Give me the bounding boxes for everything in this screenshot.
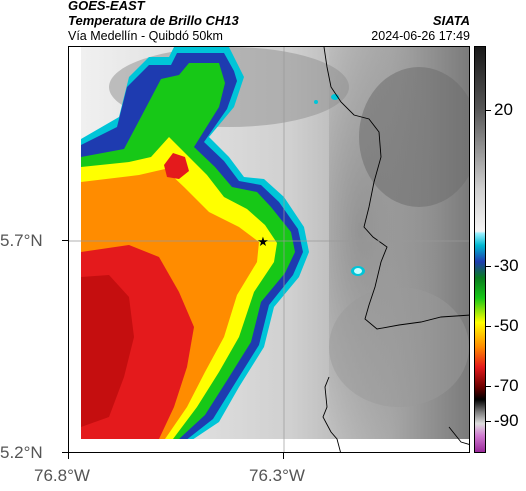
lon-tick-label: 76.3°W xyxy=(249,466,305,485)
colorbar-tick: -90 xyxy=(494,411,519,430)
region-label: Vía Medellín - Quibdó 50km xyxy=(68,29,223,43)
cloud-darkred xyxy=(81,275,134,427)
colorbar xyxy=(474,46,486,453)
agency-label: SIATA xyxy=(432,13,470,28)
colorbar-tick: -50 xyxy=(494,316,519,335)
admin-border-2 xyxy=(322,376,341,452)
lat-tick-label: 5.7°N xyxy=(0,231,43,250)
product-title: Temperatura de Brillo CH13 xyxy=(68,13,239,28)
satellite-map: ★ xyxy=(68,46,470,453)
star-marker: ★ xyxy=(257,234,269,249)
colorbar-tick: 20 xyxy=(494,100,513,119)
map-canvas: ★ xyxy=(69,47,469,452)
lat-tick-label: 5.2°N xyxy=(0,443,43,462)
colorbar-tick: -30 xyxy=(494,256,519,275)
timestamp-label: 2024-06-26 17:49 xyxy=(371,29,470,43)
admin-border xyxy=(323,47,469,330)
colorbar-tick: -70 xyxy=(494,376,519,395)
cloud-red xyxy=(81,245,194,439)
lon-tick-label: 76.8°W xyxy=(34,466,90,485)
cloud-red-spot xyxy=(164,153,189,179)
satellite-title: GOES-EAST xyxy=(68,0,145,13)
